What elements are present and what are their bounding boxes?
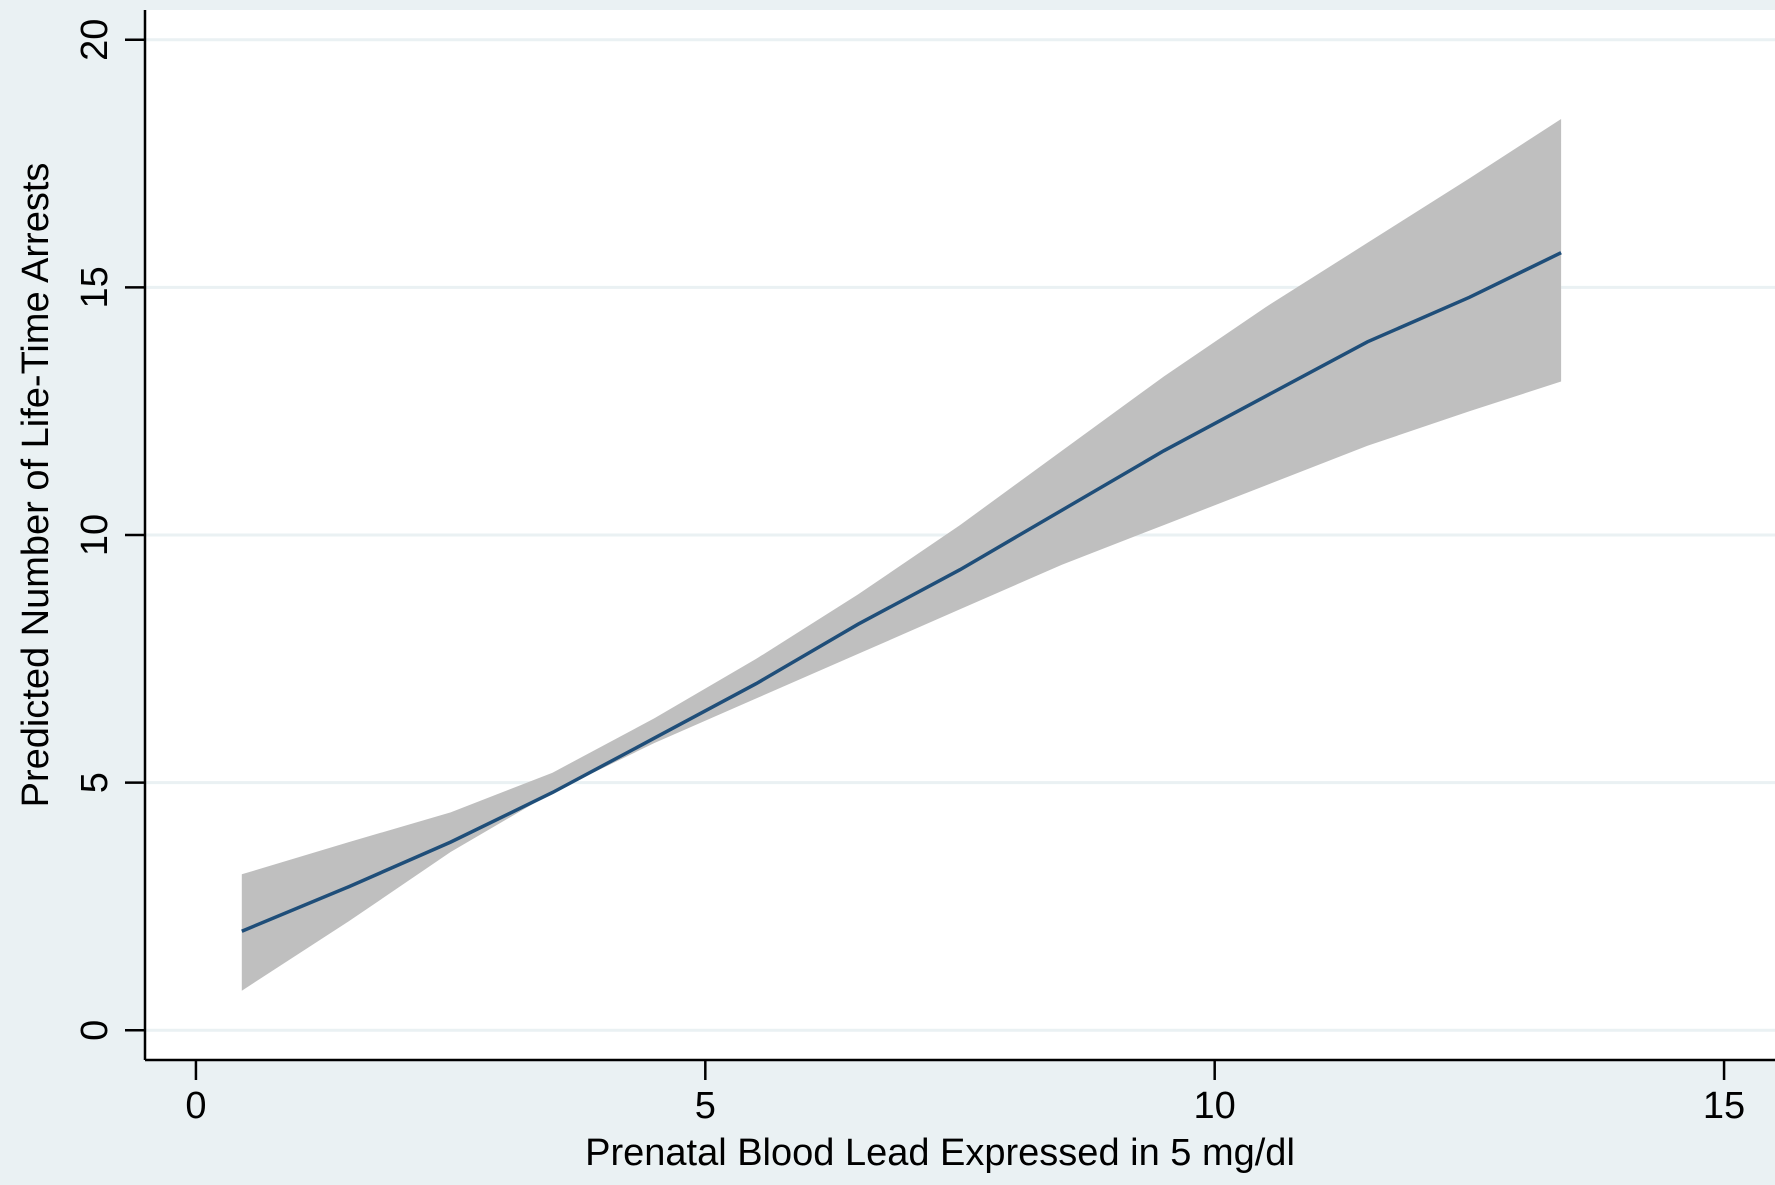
confidence-band xyxy=(241,119,1562,991)
y-tick-label: 15 xyxy=(74,266,116,308)
ticks: 0 5 10 15 20 0 5 10 15 xyxy=(74,19,1745,1127)
prediction-line xyxy=(241,251,1562,933)
y-axis-title: Predicted Number of Life-Time Arrests xyxy=(15,163,57,808)
x-tick-label: 5 xyxy=(695,1085,716,1127)
confidence-band-layer xyxy=(241,119,1562,991)
y-tick-label: 20 xyxy=(74,19,116,61)
y-tick-label: 10 xyxy=(74,514,116,556)
prediction-line-layer xyxy=(241,251,1562,933)
x-tick-label: 10 xyxy=(1194,1085,1236,1127)
x-tick-label: 0 xyxy=(185,1085,206,1127)
x-axis-title: Prenatal Blood Lead Expressed in 5 mg/dl xyxy=(585,1132,1295,1174)
x-tick-label: 15 xyxy=(1703,1085,1745,1127)
y-tick-label: 5 xyxy=(74,772,116,793)
y-tick-label: 0 xyxy=(74,1020,116,1041)
